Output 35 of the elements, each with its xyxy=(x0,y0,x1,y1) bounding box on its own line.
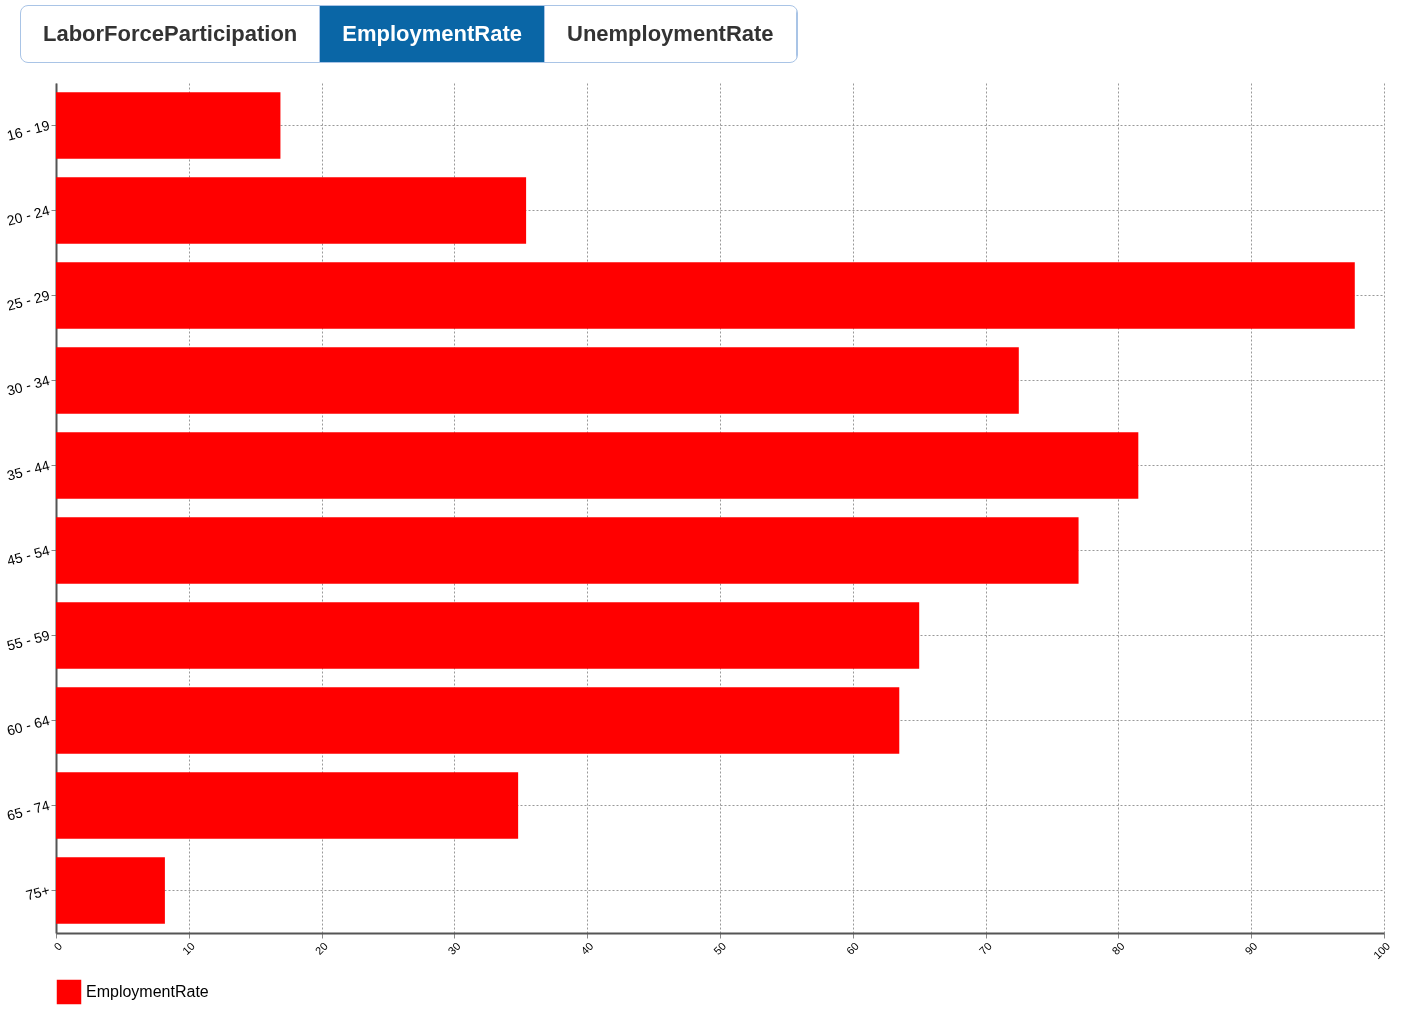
text: LaborForceParticipation xyxy=(21,6,321,62)
y-tick-label: 30 - 34 xyxy=(5,371,52,399)
bar xyxy=(56,602,920,669)
x-tick-label: 70 xyxy=(976,939,994,957)
bar xyxy=(56,92,281,159)
bar xyxy=(56,857,165,924)
y-tick-label: 65 - 74 xyxy=(5,796,52,824)
bar xyxy=(56,347,1019,414)
legend-label: EmploymentRate xyxy=(86,983,209,1000)
x-tick-label: 100 xyxy=(1370,939,1393,962)
bar xyxy=(56,177,527,244)
y-tick-label: 55 - 59 xyxy=(5,626,52,654)
y-tick-label: 45 - 54 xyxy=(5,541,52,569)
x-tick-label: 10 xyxy=(179,939,198,957)
x-tick-label: 50 xyxy=(711,939,729,957)
x-tick-label: 0 xyxy=(51,939,65,953)
text: UnemploymentRate xyxy=(545,6,797,62)
bar xyxy=(56,432,1139,499)
x-tick-label: 60 xyxy=(843,939,862,957)
x-tick-label: 40 xyxy=(578,939,596,957)
bar xyxy=(56,772,519,839)
text: EmploymentRate xyxy=(320,6,545,62)
x-tick-label: 90 xyxy=(1242,939,1260,957)
y-tick-label: 16 - 19 xyxy=(5,116,52,144)
y-tick-label: 20 - 24 xyxy=(5,201,52,229)
y-tick-label: 75+ xyxy=(24,881,52,904)
bar xyxy=(56,687,900,754)
x-tick-label: 80 xyxy=(1109,939,1127,957)
bar xyxy=(56,517,1079,584)
y-tick-label: 25 - 29 xyxy=(5,286,52,314)
y-tick-label: 60 - 64 xyxy=(5,711,52,739)
y-tick-label: 35 - 44 xyxy=(5,456,52,484)
x-tick-label: 30 xyxy=(445,939,463,957)
bar xyxy=(56,262,1355,329)
x-tick-label: 20 xyxy=(312,939,330,957)
